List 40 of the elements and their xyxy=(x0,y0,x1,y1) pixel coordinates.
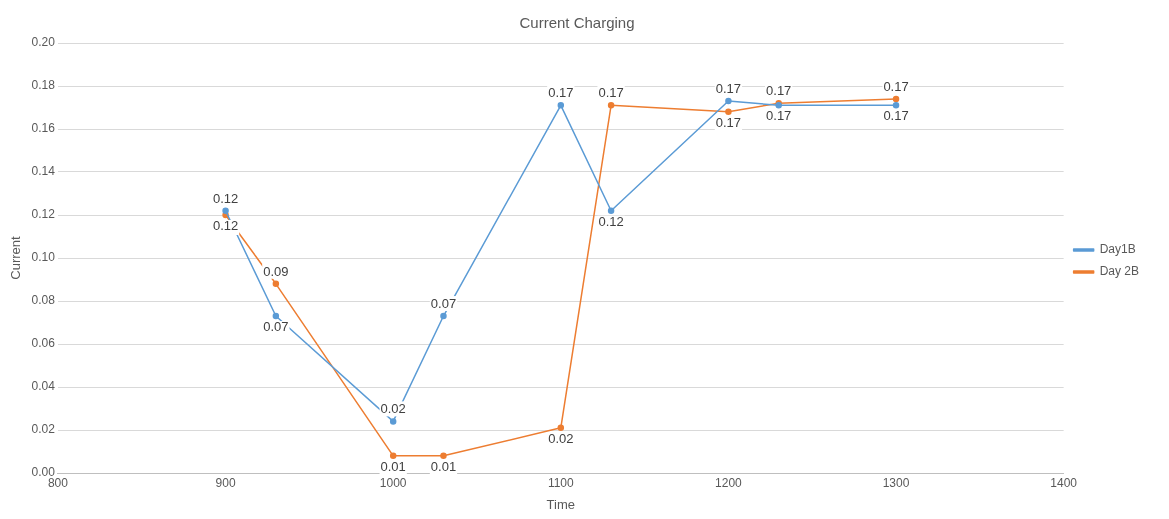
y-tick-label: 0.18 xyxy=(31,78,56,93)
x-tick-label: 1000 xyxy=(379,475,407,490)
data-label: 0.17 xyxy=(548,85,574,101)
y-tick-label: 0.04 xyxy=(31,379,56,394)
chart-title: Current Charging xyxy=(519,14,635,32)
data-label: 0.09 xyxy=(263,263,289,279)
y-tick-label: 0.16 xyxy=(31,121,56,136)
data-label: 0.17 xyxy=(715,114,742,130)
y-tick-label: 0.20 xyxy=(31,35,56,50)
legend-label: Day1B xyxy=(1099,242,1136,257)
data-label: 0.17 xyxy=(766,108,792,124)
x-tick-label: 1100 xyxy=(547,475,575,490)
data-label: 0.02 xyxy=(548,430,574,446)
data-label: 0.12 xyxy=(212,218,239,234)
y-tick-label: 0.06 xyxy=(31,336,56,351)
data-label: 0.01 xyxy=(430,458,457,474)
data-label: 0.02 xyxy=(380,401,406,417)
y-tick-label: 0.08 xyxy=(31,293,56,308)
x-tick-label: 1200 xyxy=(715,475,743,490)
data-label: 0.07 xyxy=(430,296,457,312)
x-tick-label: 900 xyxy=(215,475,236,490)
data-label: 0.17 xyxy=(883,108,909,124)
y-tick-label: 0.14 xyxy=(31,164,56,179)
y-tick-label: 0.10 xyxy=(31,250,56,265)
data-label: 0.17 xyxy=(598,85,624,101)
data-label: 0.17 xyxy=(883,78,909,94)
data-label: 0.17 xyxy=(715,81,742,97)
x-axis-title: Time xyxy=(546,496,576,512)
data-label: 0.07 xyxy=(263,319,289,335)
data-label: 0.12 xyxy=(212,190,239,206)
y-tick-label: 0.12 xyxy=(31,207,56,222)
x-tick-label: 800 xyxy=(47,475,69,490)
y-axis-title: Current xyxy=(8,235,24,280)
data-label: 0.17 xyxy=(766,83,792,99)
data-label: 0.12 xyxy=(598,213,624,229)
x-tick-label: 1300 xyxy=(882,475,910,490)
legend-label: Day 2B xyxy=(1099,264,1140,279)
data-label: 0.01 xyxy=(380,458,406,474)
x-tick-label: 1400 xyxy=(1050,475,1078,490)
y-tick-label: 0.02 xyxy=(31,422,56,437)
